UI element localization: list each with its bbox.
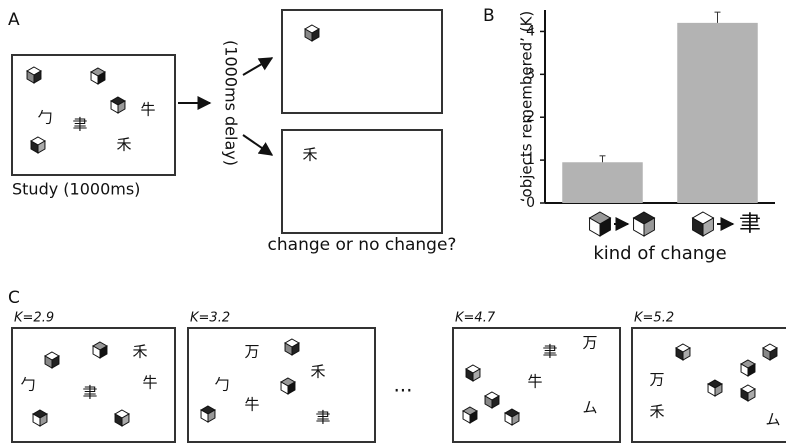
k-label: K=3.2	[190, 311, 230, 326]
arrow	[243, 58, 272, 75]
glyph: 禾	[132, 343, 147, 361]
cube	[31, 137, 45, 153]
glyph: 万	[649, 371, 664, 389]
cube	[676, 344, 690, 360]
cube	[27, 67, 41, 83]
glyph: 万	[244, 343, 259, 361]
glyph: 万	[582, 334, 597, 352]
cube	[201, 406, 215, 422]
glyph: ム	[582, 399, 597, 417]
cube	[741, 385, 755, 401]
cube	[281, 378, 295, 394]
arrow	[243, 135, 272, 155]
panel-label: C	[8, 288, 20, 308]
cube	[708, 380, 722, 396]
cube	[741, 360, 755, 376]
cube	[111, 97, 125, 113]
figure: A B C Study (1000ms) (1000ms delay) chan…	[0, 0, 786, 444]
cube	[305, 25, 319, 41]
cube	[285, 339, 299, 355]
glyph: 牛	[142, 374, 157, 392]
y-axis-label: ‘objects remembered’ (K)	[518, 11, 536, 203]
panel-label: B	[483, 6, 495, 26]
study-label: Study (1000ms)	[12, 180, 140, 199]
glyph: 牛	[140, 101, 155, 119]
glyph: 勹	[214, 376, 229, 394]
cube	[463, 407, 477, 423]
panel-label: A	[8, 10, 20, 30]
cube	[33, 410, 47, 426]
x-axis-label: kind of change	[593, 243, 726, 264]
cube	[45, 352, 59, 368]
cube	[693, 212, 714, 236]
cube	[115, 410, 129, 426]
k-label: K=2.9	[14, 311, 54, 326]
test-display	[282, 10, 442, 113]
glyph: 禾	[649, 403, 664, 421]
cube	[590, 212, 611, 236]
cube	[634, 212, 655, 236]
glyph: ム	[765, 411, 780, 429]
cube	[763, 344, 777, 360]
glyph: 禾	[302, 146, 317, 164]
glyph: 禾	[116, 136, 131, 154]
glyph: 聿	[315, 409, 330, 427]
k-label: K=4.7	[455, 311, 496, 326]
glyph: 禾	[310, 363, 325, 381]
ellipsis: ...	[393, 373, 412, 397]
cube	[91, 68, 105, 84]
glyph: 聿	[72, 116, 87, 134]
glyph: 聿	[739, 212, 761, 237]
cube	[93, 342, 107, 358]
k-label: K=5.2	[634, 311, 674, 326]
bar	[562, 162, 643, 203]
glyph: 牛	[527, 373, 542, 391]
bar	[677, 23, 758, 203]
delay-label: (1000ms delay)	[222, 40, 241, 166]
cube	[505, 409, 519, 425]
question: change or no change?	[268, 235, 457, 255]
glyph: 勹	[20, 376, 35, 394]
cube	[466, 365, 480, 381]
glyph: 聿	[82, 384, 97, 402]
glyph: 牛	[244, 396, 259, 414]
cube	[485, 392, 499, 408]
glyph: 聿	[542, 343, 557, 361]
glyph: 勹	[37, 109, 52, 127]
